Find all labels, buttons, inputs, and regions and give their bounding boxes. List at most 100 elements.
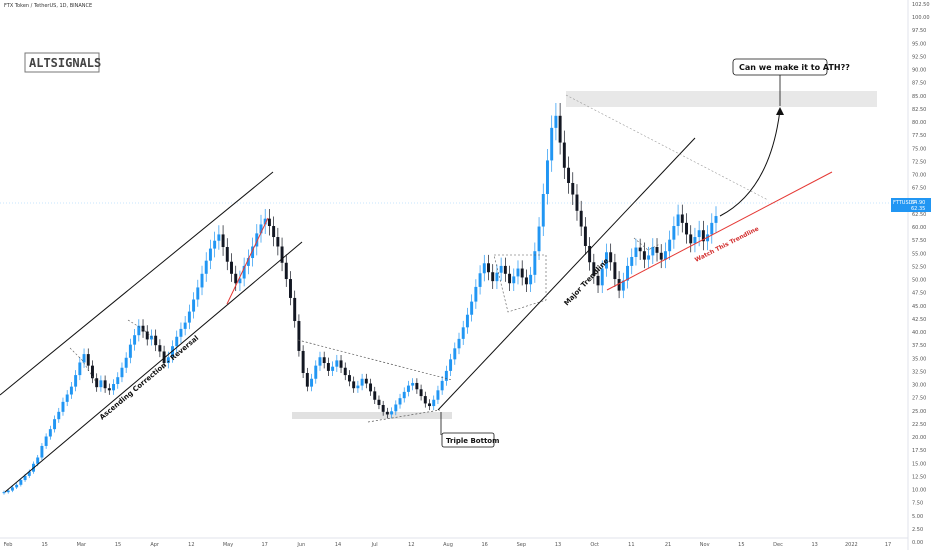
y-tick-label: 10.00 <box>912 488 926 494</box>
y-tick-label: 35.00 <box>912 356 926 362</box>
candle-body <box>394 404 397 411</box>
candle-body <box>567 168 570 183</box>
candle-body <box>483 263 486 273</box>
candle-body <box>693 237 696 243</box>
candle-body <box>390 411 393 414</box>
candle-body <box>369 383 372 391</box>
candle-body <box>453 348 456 359</box>
y-tick-label: 82.50 <box>912 107 926 113</box>
candle-body <box>209 249 212 261</box>
x-tick-label: 15 <box>115 542 121 548</box>
candle-body <box>196 287 199 299</box>
candle-body <box>222 234 225 247</box>
x-tick-label: 21 <box>665 542 671 548</box>
candle-body <box>613 262 616 279</box>
candle-body <box>424 396 427 403</box>
y-tick-label: 12.50 <box>912 474 926 480</box>
candle-body <box>49 429 52 436</box>
candle-body <box>559 116 562 143</box>
altsignals-logo: ALTSIGNALS <box>29 56 101 70</box>
y-tick-label: 5.00 <box>912 514 923 520</box>
y-tick-label: 97.50 <box>912 28 926 34</box>
candle-body <box>651 247 654 255</box>
candle-body <box>213 241 216 249</box>
candle-body <box>234 274 237 283</box>
y-tick-label: 55.00 <box>912 251 926 257</box>
y-tick-label: 67.50 <box>912 186 926 192</box>
candle-body <box>584 227 587 246</box>
ath-callout-label: Can we make it to ATH?? <box>739 63 850 72</box>
candle-body <box>268 219 271 226</box>
candle-body <box>154 336 157 345</box>
candle-body <box>53 419 56 429</box>
candle-body <box>78 362 81 375</box>
candle-body <box>495 273 498 281</box>
candle-body <box>19 480 22 485</box>
y-tick-label: 7.50 <box>912 501 923 507</box>
candle-body <box>184 323 187 329</box>
triple-bottom-label: Triple Bottom <box>446 437 499 445</box>
price-tag-sub: 62.35 <box>911 206 925 212</box>
candle-body <box>281 246 284 262</box>
candle-body <box>491 272 494 281</box>
candle-body <box>226 247 229 262</box>
candle-body <box>272 226 275 237</box>
candle-body <box>681 214 684 222</box>
y-tick-label: 70.00 <box>912 173 926 179</box>
x-tick-label: Feb <box>4 542 13 548</box>
candle-body <box>310 379 313 387</box>
candle-body <box>441 381 444 390</box>
candle-body <box>546 160 549 194</box>
candle-body <box>597 276 600 285</box>
y-tick-label: 37.50 <box>912 343 926 349</box>
y-tick-label: 85.00 <box>912 94 926 100</box>
candle-body <box>710 223 713 235</box>
candle-body <box>698 230 701 237</box>
y-tick-label: 95.00 <box>912 41 926 47</box>
candle-body <box>466 315 469 328</box>
candle-body <box>639 248 642 252</box>
x-tick-label: 12 <box>188 542 194 548</box>
x-tick-label: 16 <box>481 542 487 548</box>
candle-body <box>634 248 637 257</box>
candle-body <box>403 392 406 398</box>
y-tick-label: 15.00 <box>912 461 926 467</box>
x-tick-label: Oct <box>590 542 599 548</box>
candle-body <box>432 400 435 406</box>
candle-body <box>399 398 402 404</box>
candle-body <box>672 226 675 240</box>
candle-body <box>116 377 119 384</box>
x-tick-label: Apr <box>150 542 160 548</box>
candle-body <box>95 378 98 387</box>
candle-body <box>45 436 48 445</box>
candle-body <box>677 214 680 226</box>
candle-body <box>462 327 465 339</box>
candle-body <box>289 279 292 298</box>
x-tick-label: 12 <box>408 542 414 548</box>
x-tick-label: 15 <box>738 542 744 548</box>
candle-body <box>630 257 633 266</box>
y-tick-label: 87.50 <box>912 81 926 87</box>
y-tick-label: 40.00 <box>912 330 926 336</box>
candle-body <box>521 269 524 278</box>
y-tick-label: 2.50 <box>912 527 923 533</box>
x-tick-label: 13 <box>811 542 817 548</box>
candle-body <box>175 337 178 346</box>
candle-body <box>428 403 431 406</box>
candle-body <box>36 457 39 463</box>
candle-body <box>302 351 305 373</box>
candle-body <box>87 354 90 366</box>
x-tick-label: 17 <box>885 542 891 548</box>
y-tick-label: 52.50 <box>912 264 926 270</box>
candle-body <box>335 360 338 366</box>
candle-body <box>15 485 18 488</box>
candle-body <box>314 366 317 379</box>
y-tick-label: 92.50 <box>912 54 926 60</box>
candle-body <box>327 363 330 371</box>
x-tick-label: Sep <box>517 542 526 548</box>
candle-body <box>504 266 507 274</box>
candle-body <box>449 359 452 371</box>
candle-body <box>575 195 578 211</box>
